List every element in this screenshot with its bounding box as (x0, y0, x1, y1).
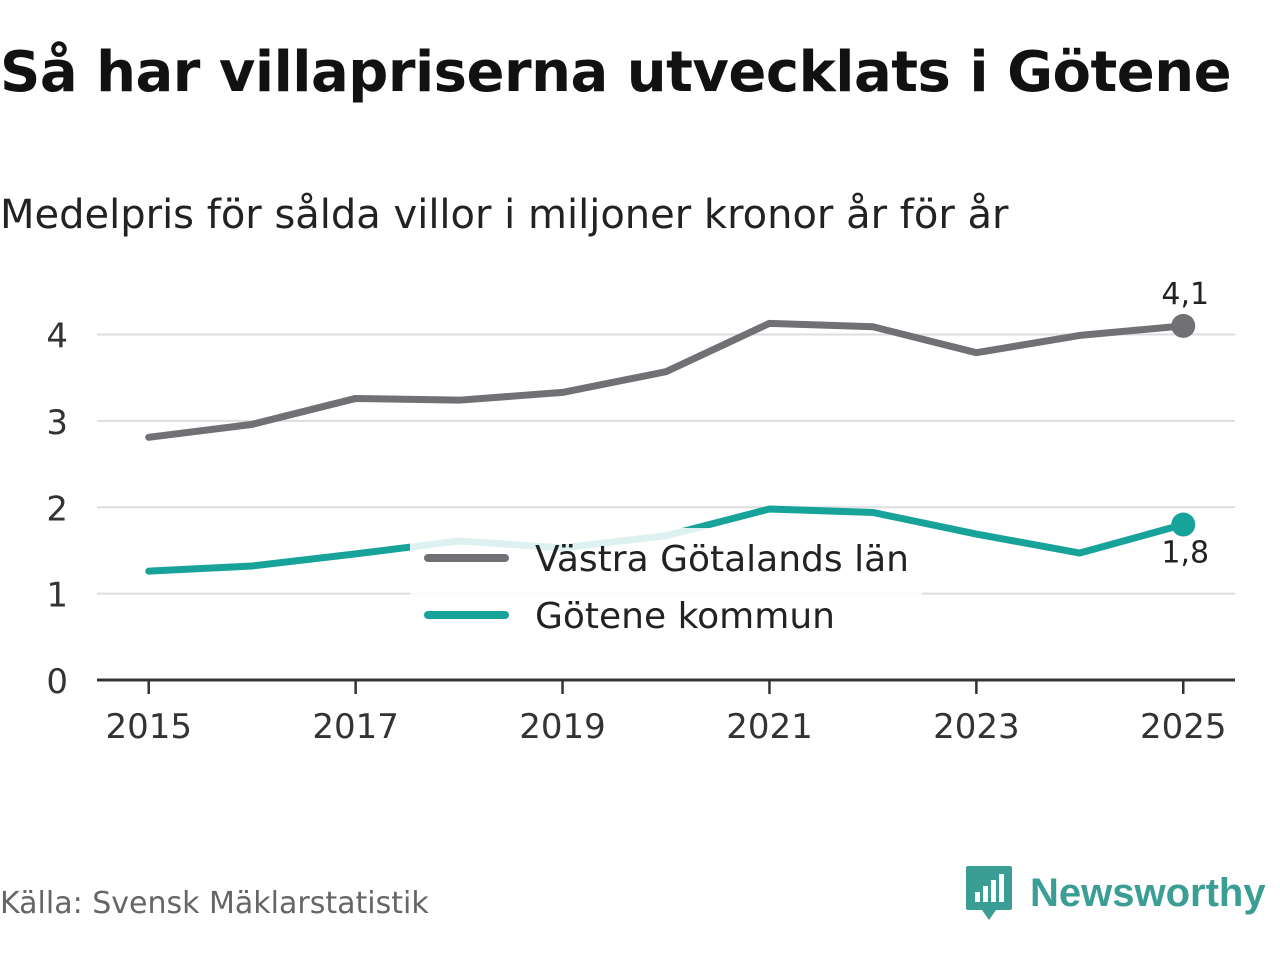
end-value-label: 4,1 (1161, 277, 1209, 312)
legend: Västra Götalands län Götene kommun (410, 528, 922, 648)
y-tick-label: 2 (46, 489, 68, 529)
chart-subtitle: Medelpris för sålda villor i miljoner kr… (0, 192, 1009, 238)
y-tick-label: 0 (46, 662, 68, 702)
legend-label: Götene kommun (535, 596, 835, 637)
end-labels: 4,1 1,8 (1161, 277, 1209, 571)
newsworthy-logo-icon (966, 866, 1012, 920)
x-tick-label: 2025 (1140, 707, 1227, 747)
legend-background (410, 528, 922, 648)
chart-title: Så har villapriserna utvecklats i Götene (0, 40, 1232, 105)
end-marker-0 (1171, 313, 1196, 338)
legend-label: Västra Götalands län (535, 539, 909, 580)
series-line-0 (145, 319, 1187, 441)
y-tick-label: 4 (46, 317, 68, 357)
x-tick-label: 2019 (519, 707, 606, 747)
axes: 0 1 2 3 4 2015 2017 2019 2021 2023 2025 (46, 317, 1235, 747)
end-marker-1 (1171, 512, 1196, 537)
y-tick-label: 1 (46, 576, 68, 616)
brand-logo: Newsworthy (964, 864, 1266, 922)
x-tick-label: 2015 (105, 707, 192, 747)
source-note: Källa: Svensk Mäklarstatistik (0, 886, 429, 921)
x-tick-label: 2021 (726, 707, 813, 747)
brand-name: Newsworthy (1030, 870, 1266, 915)
x-tick-label: 2023 (933, 707, 1020, 747)
y-tick-label: 3 (46, 403, 68, 443)
end-value-label: 1,8 (1161, 536, 1209, 571)
x-tick-label: 2017 (312, 707, 399, 747)
